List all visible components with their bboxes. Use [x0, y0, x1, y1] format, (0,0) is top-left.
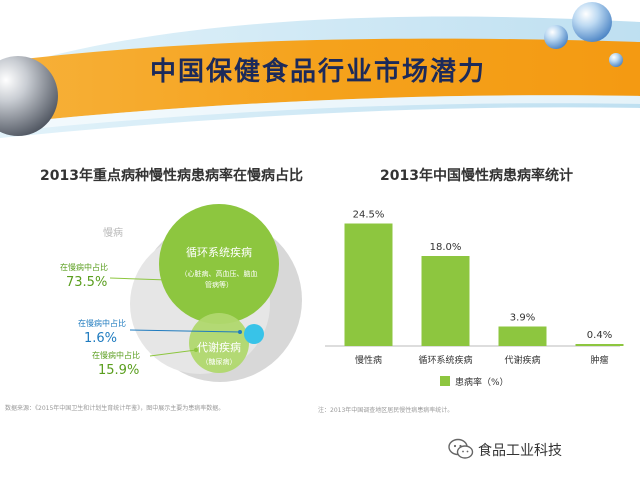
bar-value-label-0: 24.5% [353, 210, 385, 221]
overlap-marker-circle [244, 324, 264, 344]
small-blue-sphere-decor [544, 25, 568, 49]
outer-label: 慢病 [103, 226, 123, 239]
circulatory-label: 循环系统疾病 [186, 245, 252, 259]
wechat-logo-icon [448, 438, 474, 459]
metabolic-disease-circle [189, 313, 249, 373]
circulatory-sublabel-2: 管病等） [205, 280, 233, 289]
circulatory-disease-circle [159, 204, 279, 324]
metabolic-sublabel: （糖尿病） [202, 357, 237, 366]
left-source-note: 数据来源：《2015年中国卫生和计划生育统计年鉴》，图中展示主要为患病率数据。 [5, 405, 225, 412]
category-label-1: 循环系统疾病 [418, 354, 472, 366]
tiny-blue-sphere-decor [609, 53, 623, 67]
category-label-3: 肿瘤 [590, 354, 608, 366]
bar-2 [498, 326, 547, 346]
right-chart-title: 2013年中国慢性病患病率统计 [380, 168, 573, 184]
category-label-2: 代谢疾病 [504, 354, 540, 366]
bar-value-label-3: 0.4% [587, 330, 612, 341]
right-source-note: 注：2013年中国调查地区居民慢性病患病率统计。 [318, 407, 454, 414]
annotation-value-1: 73.5% [66, 275, 107, 290]
slide-title: 中国保健食品行业市场潜力 [150, 57, 487, 87]
bar-value-label-1: 18.0% [430, 242, 462, 253]
annotation-value-3: 15.9% [98, 363, 139, 378]
venn-diagram: 慢病 循环系统疾病 （心脏病、高血压、脑血 管病等） 代谢疾病 （糖尿病） 在慢… [60, 204, 302, 382]
category-label-0: 慢性病 [355, 354, 382, 366]
bar-value-label-2: 3.9% [510, 313, 535, 324]
annotation-caption-2: 在慢病中占比 [78, 318, 126, 328]
left-chart-title: 2013年重点病种慢性病患病率在慢病占比 [40, 168, 303, 184]
legend-label: 患病率（%） [455, 376, 509, 388]
metabolic-label: 代谢疾病 [197, 340, 241, 354]
grey-sphere-decor [0, 56, 58, 136]
bar-0 [344, 223, 393, 346]
bar-3 [575, 344, 624, 346]
bar-1 [421, 256, 470, 346]
circulatory-sublabel-1: （心脏病、高血压、脑血 [181, 269, 258, 278]
annotation-value-2: 1.6% [84, 331, 117, 346]
blue-sphere-decor [572, 2, 612, 42]
legend-swatch [440, 376, 450, 386]
annotation-caption-3: 在慢病中占比 [92, 350, 140, 360]
annotation-caption-1: 在慢病中占比 [60, 262, 108, 272]
brand-name: 食品工业科技 [478, 443, 562, 459]
